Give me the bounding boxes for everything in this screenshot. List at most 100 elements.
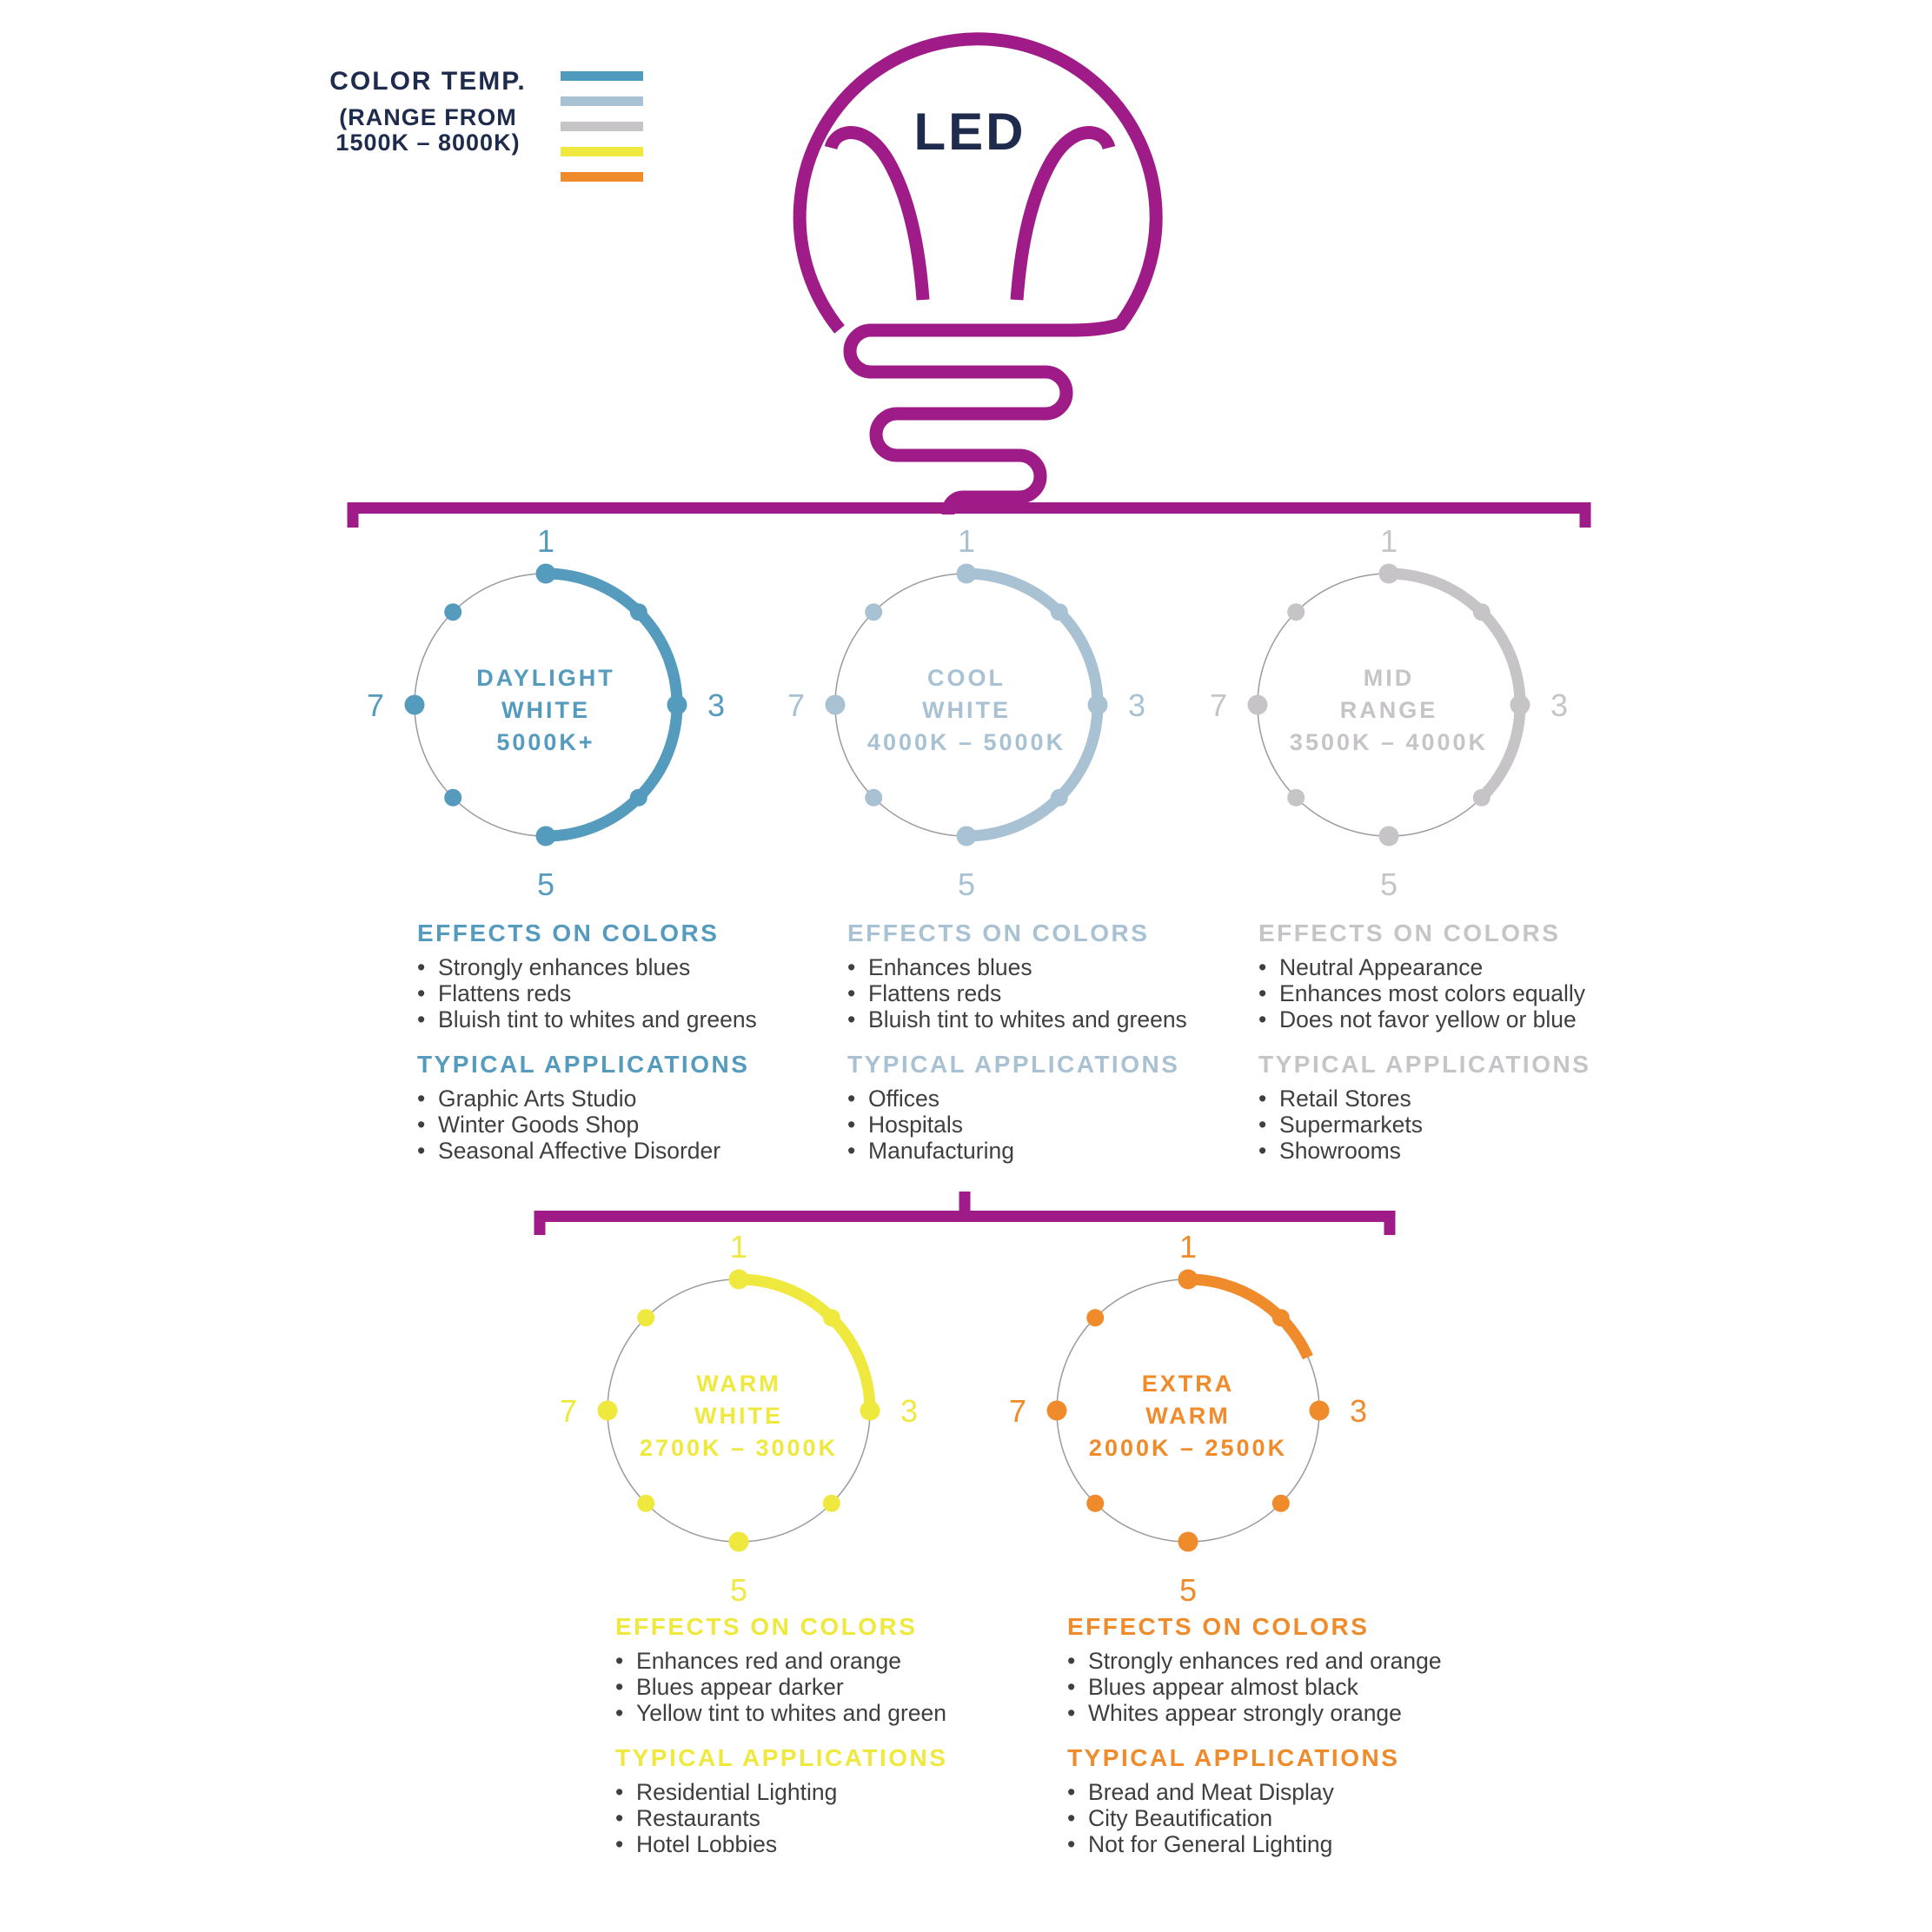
dial-title-line: DAYLIGHT	[476, 665, 615, 691]
dial-dot	[1050, 603, 1068, 621]
dial-dot	[1271, 1494, 1290, 1512]
applications-list: Residential Lighting Restaurants Hotel L…	[615, 1779, 1024, 1857]
dial-title-line: 4000K – 5000K	[867, 729, 1066, 755]
applications-header: TYPICAL APPLICATIONS	[1258, 1051, 1591, 1078]
applications-list: Bread and Meat Display City Beautificati…	[1067, 1779, 1476, 1857]
dial-title-line: WHITE	[694, 1403, 783, 1429]
effects-header: EFFECTS ON COLORS	[847, 920, 1150, 946]
bulb-neck-left	[824, 126, 930, 301]
effects-list: Enhances blues Flattens reds Bluish tint…	[847, 954, 1256, 1032]
bulb-neck-right	[1010, 126, 1116, 301]
effects-header: EFFECTS ON COLORS	[615, 1613, 918, 1640]
dial-dot	[1287, 788, 1305, 807]
application-item: Residential Lighting	[615, 1779, 1024, 1805]
dial-scale-label: 3	[1550, 687, 1568, 723]
dial-dot	[1472, 788, 1490, 807]
legend-color-bar	[561, 172, 643, 182]
applications-list: Offices Hospitals Manufacturing	[847, 1086, 1256, 1164]
effect-item: Blues appear darker	[615, 1674, 1024, 1700]
branch-connector-top	[347, 502, 1591, 528]
dial-scale-label: 7	[367, 687, 384, 723]
legend-color-bar	[561, 96, 643, 106]
legend-color-bar	[561, 147, 643, 156]
effect-item: Bluish tint to whites and greens	[417, 1006, 826, 1032]
effect-item: Whites appear strongly orange	[1067, 1700, 1476, 1726]
applications-header: TYPICAL APPLICATIONS	[417, 1051, 750, 1078]
dial-dot	[1050, 788, 1068, 807]
legend-color-bar	[561, 122, 643, 131]
dial-dot	[535, 563, 556, 584]
application-item: Showrooms	[1258, 1138, 1667, 1164]
dial-scale-label: 5	[1380, 866, 1398, 902]
dial-dot	[1378, 563, 1399, 584]
info-column-daylight-white: EFFECTS ON COLORS Strongly enhances blue…	[417, 920, 826, 1164]
bulb-label: LED	[914, 103, 1026, 161]
dial-dot	[1247, 694, 1268, 715]
dial-dot	[956, 826, 977, 846]
dial-dot	[444, 788, 462, 807]
effects-list: Neutral Appearance Enhances most colors …	[1258, 954, 1667, 1032]
effects-header: EFFECTS ON COLORS	[417, 920, 720, 946]
legend: COLOR TEMP. (RANGE FROM 1500K – 8000K)	[309, 66, 548, 156]
dial-scale-label: 3	[707, 687, 725, 723]
effects-list: Strongly enhances red and orange Blues a…	[1067, 1648, 1476, 1726]
dial-dot	[1046, 1400, 1067, 1421]
effects-header: EFFECTS ON COLORS	[1258, 920, 1561, 946]
dial-dot	[822, 1494, 840, 1512]
dial-title-line: WHITE	[501, 697, 590, 723]
dial-scale-label: 7	[1210, 687, 1227, 723]
dial-scale-label: 5	[1179, 1572, 1197, 1608]
application-item: Manufacturing	[847, 1138, 1256, 1164]
dial-scale-label: 1	[537, 523, 554, 559]
dial-dot	[637, 1309, 655, 1327]
application-item: Not for General Lighting	[1067, 1831, 1476, 1857]
application-item: Bread and Meat Display	[1067, 1779, 1476, 1805]
dial-dot	[822, 1309, 840, 1327]
dial-dot	[1178, 1269, 1198, 1290]
application-item: Restaurants	[615, 1805, 1024, 1831]
branch-connector-bottom	[534, 1192, 1396, 1235]
led-bulb-icon	[793, 32, 1163, 515]
application-item: Winter Goods Shop	[417, 1112, 826, 1138]
dial-dot	[404, 694, 425, 715]
dial-title-line: 3500K – 4000K	[1290, 729, 1488, 755]
dial-cool-white: 1 3 5 7 COOL WHITE 4000K – 5000K	[787, 523, 1145, 902]
effect-item: Does not favor yellow or blue	[1258, 1006, 1667, 1032]
effect-item: Blues appear almost black	[1067, 1674, 1476, 1700]
dial-scale-label: 1	[1380, 523, 1398, 559]
dial-arc	[1187, 1273, 1313, 1360]
dial-scale-label: 7	[1009, 1393, 1026, 1429]
effect-item: Flattens reds	[847, 980, 1256, 1006]
dial-dot	[444, 603, 462, 621]
effect-item: Bluish tint to whites and greens	[847, 1006, 1256, 1032]
dial-dot	[865, 603, 883, 621]
effect-item: Neutral Appearance	[1258, 954, 1667, 980]
effect-item: Enhances red and orange	[615, 1648, 1024, 1674]
dial-dot	[1178, 1531, 1198, 1552]
effect-item: Yellow tint to whites and green	[615, 1700, 1024, 1726]
dial-title-line: 2000K – 2500K	[1089, 1435, 1287, 1461]
dial-dot	[535, 826, 556, 846]
dial-dot	[1472, 603, 1490, 621]
dial-dot	[860, 1400, 880, 1421]
dial-dot	[597, 1400, 618, 1421]
application-item: Graphic Arts Studio	[417, 1086, 826, 1112]
dial-scale-label: 1	[1179, 1229, 1197, 1265]
effect-item: Strongly enhances red and orange	[1067, 1648, 1476, 1674]
application-item: Offices	[847, 1086, 1256, 1112]
dial-title-line: RANGE	[1340, 697, 1438, 723]
dial-title-line: COOL	[927, 665, 1006, 691]
dial-arc	[1388, 568, 1526, 802]
dial-scale-label: 3	[900, 1393, 918, 1429]
dial-dot	[825, 694, 846, 715]
dial-dot	[667, 694, 687, 715]
application-item: Hotel Lobbies	[615, 1831, 1024, 1857]
dial-warm-white: 1 3 5 7 WARM WHITE 2700K – 3000K	[560, 1229, 918, 1608]
dial-scale-label: 1	[730, 1229, 747, 1265]
dial-scale-label: 3	[1350, 1393, 1367, 1429]
dial-scale-label: 5	[958, 866, 975, 902]
legend-title: COLOR TEMP.	[329, 67, 527, 96]
application-item: Hospitals	[847, 1112, 1256, 1138]
effects-header: EFFECTS ON COLORS	[1067, 1613, 1370, 1640]
dial-scale-label: 7	[560, 1393, 577, 1429]
